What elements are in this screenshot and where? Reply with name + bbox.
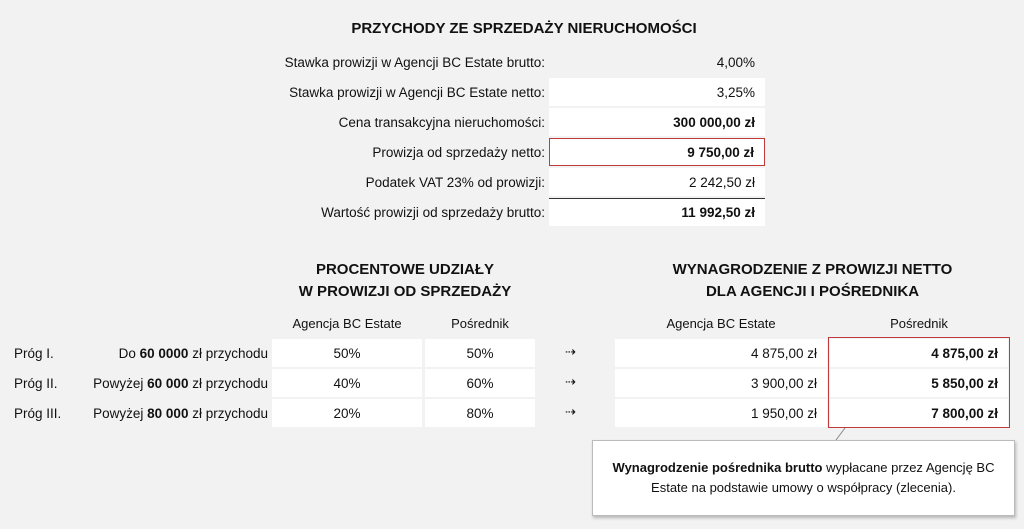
broker-share: 80% <box>425 399 535 427</box>
agency-share: 20% <box>272 399 422 427</box>
broker-pay-highlight <box>828 337 1010 428</box>
revenue-value: 2 242,50 zł <box>549 168 765 196</box>
arrow-right-icon: ⇢ <box>565 404 576 419</box>
broker-pay: 5 850,00 zł <box>830 369 1008 397</box>
shares-col-agency: Agencja BC Estate <box>292 316 402 331</box>
tier-pre: Powyżej <box>93 406 148 421</box>
agency-pay: 3 900,00 zł <box>615 369 827 397</box>
tier-pre: Powyżej <box>93 376 148 391</box>
shares-title-line2: W PROWIZJI OD SPRZEDAŻY <box>298 283 512 300</box>
revenue-value: 300 000,00 zł <box>549 108 765 136</box>
revenue-value: 9 750,00 zł <box>549 138 765 166</box>
revenue-label: Prowizja od sprzedaży netto: <box>372 145 545 160</box>
revenue-value: 11 992,50 zł <box>549 198 765 226</box>
tier-post: zł przychodu <box>188 376 268 391</box>
pay-title-line1: WYNAGRODZENIE Z PROWIZJI NETTO <box>672 261 953 278</box>
pay-title: WYNAGRODZENIE Z PROWIZJI NETTO DLA AGENC… <box>640 259 985 303</box>
tier-name: Próg II. <box>14 376 58 391</box>
tier-amount: 60 0000 <box>139 346 189 361</box>
shares-title: PROCENTOWE UDZIAŁY W PROWIZJI OD SPRZEDA… <box>250 259 560 303</box>
revenue-label: Wartość prowizji od sprzedaży brutto: <box>321 205 545 220</box>
revenue-value: 3,25% <box>549 78 765 106</box>
arrow-right-icon: ⇢ <box>565 344 576 359</box>
revenue-title: PRZYCHODY ZE SPRZEDAŻY NIERUCHOMOŚCI <box>351 20 697 37</box>
agency-pay: 1 950,00 zł <box>615 399 827 427</box>
tier-threshold: Do 60 0000 zł przychodu <box>60 346 268 361</box>
revenue-label: Stawka prowizji w Agencji BC Estate brut… <box>284 55 545 70</box>
broker-share: 50% <box>425 339 535 367</box>
shares-col-broker: Pośrednik <box>451 316 509 331</box>
tier-name: Próg I. <box>14 346 54 361</box>
tier-post: zł przychodu <box>188 346 268 361</box>
tier-amount: 80 000 <box>147 406 189 421</box>
tier-threshold: Powyżej 60 000 zł przychodu <box>60 376 268 391</box>
callout-text: wypłacane przez Agencję BC Estate na pod… <box>651 460 995 495</box>
arrow-right-icon: ⇢ <box>565 374 576 389</box>
shares-title-line1: PROCENTOWE UDZIAŁY <box>315 261 495 278</box>
pay-col-broker: Pośrednik <box>890 316 948 331</box>
agency-share: 40% <box>272 369 422 397</box>
agency-pay: 4 875,00 zł <box>615 339 827 367</box>
revenue-label: Cena transakcyjna nieruchomości: <box>338 115 545 130</box>
pay-title-line2: DLA AGENCJI I POŚREDNIKA <box>705 283 920 300</box>
revenue-value: 4,00% <box>716 54 755 70</box>
tier-pre: Do <box>118 346 140 361</box>
pay-col-agency: Agencja BC Estate <box>666 316 776 331</box>
tier-name: Próg III. <box>14 406 62 421</box>
revenue-label: Stawka prowizji w Agencji BC Estate nett… <box>289 85 545 100</box>
broker-share: 60% <box>425 369 535 397</box>
tier-amount: 60 000 <box>147 376 189 391</box>
tier-post: zł przychodu <box>188 406 268 421</box>
callout-bold: Wynagrodzenie pośrednika brutto <box>612 460 823 475</box>
agency-share: 50% <box>272 339 422 367</box>
tier-threshold: Powyżej 80 000 zł przychodu <box>60 406 268 421</box>
broker-pay: 7 800,00 zł <box>830 399 1008 427</box>
revenue-label: Podatek VAT 23% od prowizji: <box>365 175 545 190</box>
callout-box: Wynagrodzenie pośrednika brutto wypłacan… <box>592 440 1015 516</box>
broker-pay: 4 875,00 zł <box>830 339 1008 367</box>
